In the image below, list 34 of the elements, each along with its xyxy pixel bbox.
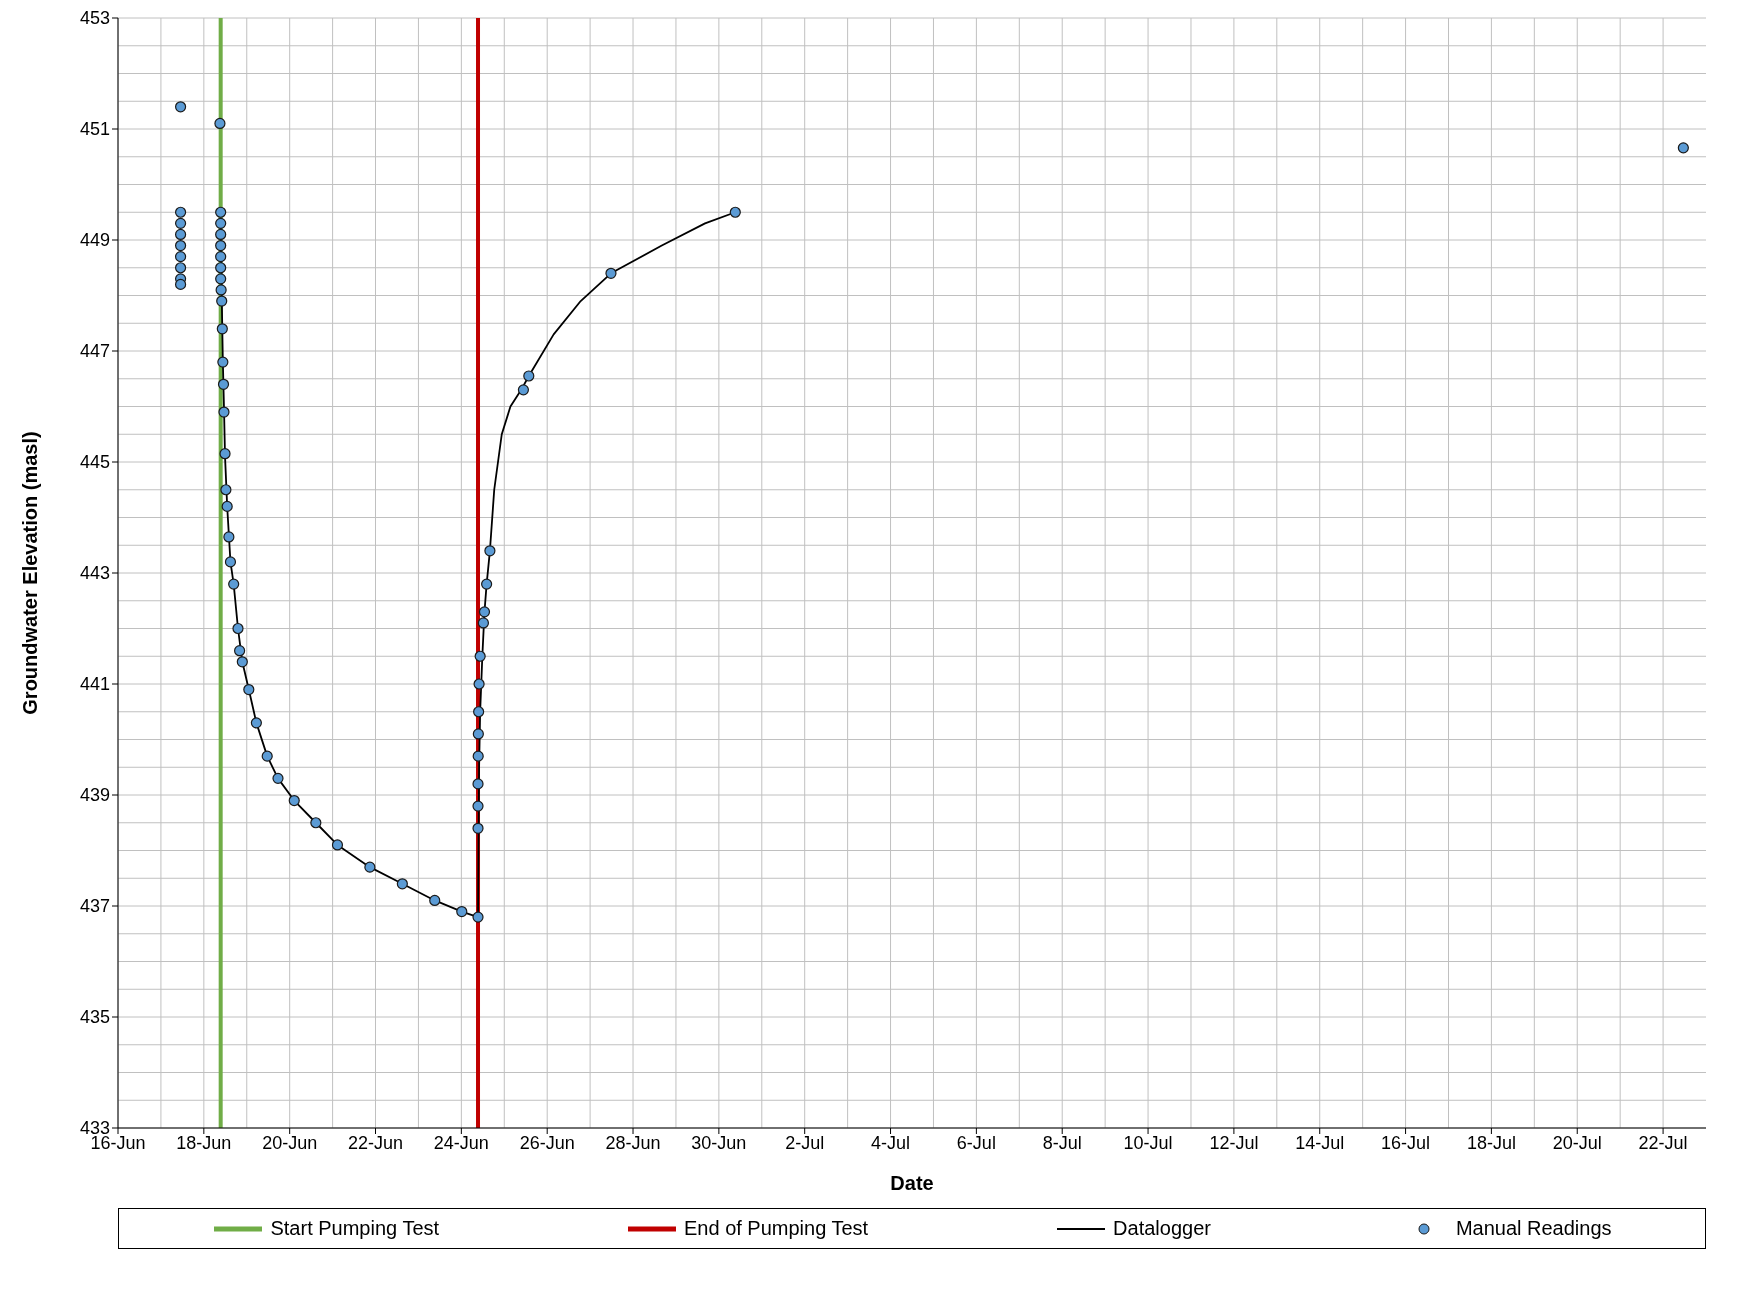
y-tick-label: 439 xyxy=(79,785,110,806)
x-tick-label: 28-Jun xyxy=(605,1132,661,1153)
x-tick-label: 14-Jul xyxy=(1295,1132,1345,1153)
x-tick-label: 2-Jul xyxy=(785,1132,825,1153)
x-tick-label: 22-Jul xyxy=(1638,1132,1688,1153)
legend-label: Start Pumping Test xyxy=(270,1217,440,1240)
y-tick-label: 445 xyxy=(79,452,110,473)
y-tick-label: 437 xyxy=(79,896,110,917)
legend-label: End of Pumping Test xyxy=(683,1217,869,1240)
x-tick-label: 16-Jul xyxy=(1381,1132,1431,1153)
legend-label: Datalogger xyxy=(1113,1217,1211,1240)
x-tick-label: 20-Jul xyxy=(1552,1132,1602,1153)
x-tick-label: 30-Jun xyxy=(691,1132,747,1153)
x-tick-label: 10-Jul xyxy=(1123,1132,1173,1153)
x-tick-label: 4-Jul xyxy=(871,1132,911,1153)
x-tick-label: 22-Jun xyxy=(347,1132,404,1153)
legend-label: Manual Readings xyxy=(1455,1217,1612,1240)
x-tick-label: 18-Jun xyxy=(176,1132,232,1153)
x-tick-label: 18-Jul xyxy=(1466,1132,1516,1153)
y-axis-title: Groundwater Elevation (masl) xyxy=(19,431,42,715)
y-tick-label: 453 xyxy=(79,8,110,29)
x-tick-label: 26-Jun xyxy=(519,1132,575,1153)
y-tick-label: 435 xyxy=(79,1007,110,1028)
y-tick-label: 441 xyxy=(79,674,110,695)
x-tick-label: 12-Jul xyxy=(1209,1132,1259,1153)
y-tick-label: 443 xyxy=(79,563,110,584)
x-axis-title: Date xyxy=(890,1172,934,1194)
y-tick-label: 447 xyxy=(79,341,110,362)
y-tick-label: 449 xyxy=(79,230,110,251)
x-tick-label: 6-Jul xyxy=(956,1132,996,1153)
y-tick-label: 451 xyxy=(79,119,110,140)
x-tick-label: 24-Jun xyxy=(433,1132,489,1153)
x-tick-label: 8-Jul xyxy=(1042,1132,1082,1153)
x-tick-label: 20-Jun xyxy=(262,1132,318,1153)
